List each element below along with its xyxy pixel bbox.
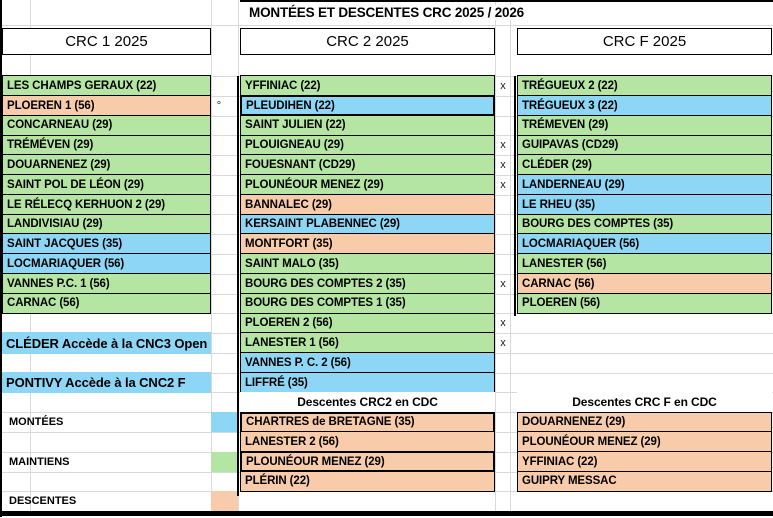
team-cell[interactable]: TRÉGUEUX 2 (22) [517, 75, 772, 97]
annotation-mark: x [500, 317, 506, 330]
legend-label-montees[interactable]: MONTÉES [9, 416, 64, 429]
legend-swatch-maintiens [211, 451, 238, 472]
team-cell[interactable]: YFFINIAC (22) [240, 75, 495, 97]
team-cell[interactable]: BOURG DES COMPTES 2 (35) [240, 273, 495, 295]
team-cell[interactable]: BANNALEC (29) [240, 193, 495, 216]
team-cell[interactable]: VANNES P. C. 2 (56) [240, 352, 495, 374]
team-cell[interactable]: LANDERNEAU (29) [517, 174, 772, 196]
team-cell[interactable]: GUIPRY MESSAC [517, 470, 772, 493]
team-cell[interactable]: PLOUNÉOUR MENEZ (29) [517, 431, 772, 453]
team-cell[interactable]: LOCMARIAQUER (56) [2, 253, 211, 275]
sheet-title: MONTÉES ET DESCENTES CRC 2025 / 2026 [0, 5, 773, 20]
legend-label-maintiens[interactable]: MAINTIENS [9, 455, 70, 468]
left-border-line [0, 0, 2, 517]
gridline [211, 0, 212, 511]
annotation-mark: ° [216, 99, 222, 112]
team-cell[interactable]: LANESTER (56) [517, 253, 772, 275]
team-cell[interactable]: YFFINIAC (22) [517, 451, 772, 473]
crc2-block-left-border [237, 76, 239, 496]
team-cell[interactable]: SAINT MALO (35) [240, 253, 495, 275]
team-cell[interactable]: TRÉMÉVEN (29) [2, 134, 211, 156]
team-cell[interactable]: TRÉMEVEN (29) [517, 114, 772, 137]
team-cell[interactable]: BOURG DES COMPTES 1 (35) [240, 292, 495, 315]
crcf-block-left-border [514, 76, 516, 316]
team-cell[interactable]: KERSAINT PLABENNEC (29) [240, 213, 495, 235]
gridline [0, 25, 773, 26]
team-cell[interactable]: BOURG DES COMPTES (35) [517, 213, 772, 235]
team-cell[interactable]: PLÉRIN (22) [240, 470, 495, 493]
section-header-cell[interactable]: Descentes CRC2 en CDC [240, 391, 495, 413]
team-cell[interactable]: PLOUIGNEAU (29) [240, 134, 495, 156]
gridline [495, 0, 496, 511]
annotation-mark: x [500, 337, 506, 349]
team-cell[interactable]: PONTIVY Accède à la CNC2 F [2, 371, 211, 394]
team-cell[interactable]: PLOUNÉOUR MENEZ (29) [240, 174, 495, 196]
team-cell[interactable]: LE RHEU (35) [517, 193, 772, 216]
team-cell[interactable]: PLOEREN 1 (56) [2, 95, 211, 117]
top-border-line [240, 0, 773, 2]
annotation-mark: x [500, 277, 506, 290]
sheet-title-text: MONTÉES ET DESCENTES CRC 2025 / 2026 [241, 5, 532, 20]
team-cell[interactable]: FOUESNANT (CD29) [240, 154, 495, 176]
team-cell[interactable]: DOUARNENEZ (29) [2, 154, 211, 176]
team-cell[interactable]: LE RÉLECQ KERHUON 2 (29) [2, 193, 211, 216]
team-cell[interactable]: SAINT JACQUES (35) [2, 233, 211, 255]
team-cell[interactable]: GUIPAVAS (CD29) [517, 134, 772, 156]
team-cell[interactable]: CARNAC (56) [2, 292, 211, 315]
team-cell[interactable]: CLÉDER (29) [517, 154, 772, 176]
team-cell[interactable]: PLEUDIHEN (22) [240, 95, 495, 117]
team-cell[interactable]: TRÉGUEUX 3 (22) [517, 95, 772, 117]
column-header-crc2[interactable]: CRC 2 2025 [240, 28, 495, 55]
team-cell[interactable]: LANESTER 2 (56) [240, 431, 495, 453]
team-cell[interactable]: CHARTRES de BRETAGNE (35) [240, 411, 495, 433]
annotation-mark: x [500, 178, 506, 191]
column-header-crcf[interactable]: CRC F 2025 [517, 28, 772, 55]
team-cell[interactable]: PLOEREN 2 (56) [240, 312, 495, 334]
team-cell[interactable]: DOUARNENEZ (29) [517, 411, 772, 433]
team-cell[interactable]: CARNAC (56) [517, 273, 772, 295]
team-cell[interactable]: LIFFRÉ (35) [240, 371, 495, 394]
gridline [510, 0, 511, 511]
annotation-mark: x [500, 139, 506, 152]
team-cell[interactable]: LANESTER 1 (56) [240, 332, 495, 354]
annotation-mark: x [500, 158, 506, 171]
team-cell[interactable]: MONTFORT (35) [240, 233, 495, 255]
team-cell[interactable]: SAINT JULIEN (22) [240, 114, 495, 137]
team-cell[interactable]: CLÉDER Accède à la CNC3 Open [2, 332, 211, 354]
team-cell[interactable]: PLOEREN (56) [517, 292, 772, 315]
section-header-cell[interactable]: Descentes CRC F en CDC [517, 391, 772, 413]
legend-label-descentes[interactable]: DESCENTES [9, 495, 77, 508]
team-cell[interactable]: LOCMARIAQUER (56) [517, 233, 772, 255]
team-cell[interactable]: CONCARNEAU (29) [2, 114, 211, 137]
team-cell[interactable]: VANNES P.C. 1 (56) [2, 273, 211, 295]
team-cell[interactable]: LES CHAMPS GERAUX (22) [2, 75, 211, 97]
team-cell[interactable]: SAINT POL DE LÉON (29) [2, 174, 211, 196]
annotation-mark: x [500, 79, 506, 92]
legend-swatch-montees [211, 412, 238, 433]
team-cell[interactable]: LANDIVISIAU (29) [2, 213, 211, 235]
team-cell[interactable]: PLOUNÉOUR MENEZ (29) [240, 451, 495, 473]
column-header-crc1[interactable]: CRC 1 2025 [2, 28, 211, 55]
bottom-border-bar [0, 511, 773, 516]
legend-swatch-descentes [211, 491, 238, 512]
